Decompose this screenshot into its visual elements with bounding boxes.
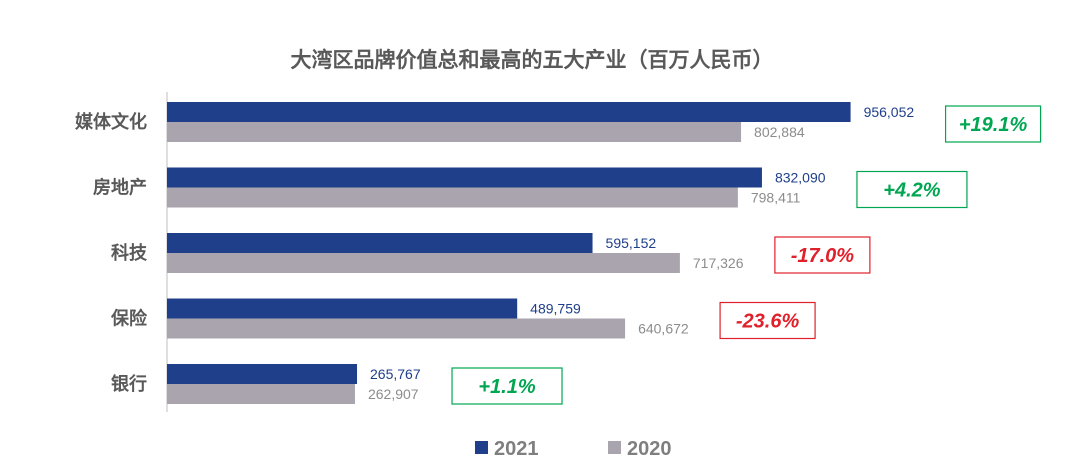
value-label-2021-2: 595,152 bbox=[606, 235, 657, 251]
legend-label-2020: 2020 bbox=[627, 438, 672, 460]
legend-swatch-2020 bbox=[608, 441, 621, 454]
legend-swatch-2021 bbox=[475, 441, 488, 454]
change-label-2: -17.0% bbox=[791, 245, 855, 267]
value-label-2020-3: 640,672 bbox=[638, 321, 689, 337]
change-box-0 bbox=[944, 105, 1042, 143]
category-label-3: 保险 bbox=[110, 308, 148, 330]
bar-2020-4 bbox=[167, 384, 355, 404]
bar-2021-2 bbox=[167, 233, 593, 253]
change-label-1: +4.2% bbox=[883, 180, 940, 202]
bar-2021-0 bbox=[167, 102, 851, 122]
change-box-2 bbox=[774, 236, 871, 274]
value-label-2021-4: 265,767 bbox=[370, 366, 421, 382]
value-label-2021-3: 489,759 bbox=[530, 301, 581, 317]
category-label-4: 银行 bbox=[111, 373, 147, 395]
bar-2021-1 bbox=[167, 167, 762, 188]
category-label-1: 房地产 bbox=[93, 177, 147, 199]
value-label-2020-2: 717,326 bbox=[693, 255, 744, 271]
bar-2020-2 bbox=[167, 253, 680, 273]
value-label-2020-1: 798,411 bbox=[751, 190, 801, 206]
legend-label-2021: 2021 bbox=[494, 438, 539, 460]
value-label-2020-0: 802,884 bbox=[754, 124, 805, 140]
change-box-4 bbox=[451, 367, 563, 405]
bar-2021-3 bbox=[167, 298, 518, 319]
bar-2021-4 bbox=[167, 364, 358, 384]
value-label-2021-0: 956,052 bbox=[864, 104, 915, 120]
legend: 2021 2020 bbox=[475, 438, 672, 460]
value-label-2020-4: 262,907 bbox=[368, 386, 419, 402]
bars-group: 媒体文化 956,052 802,884 +19.1% 房地产 832,090 798,41… bbox=[75, 102, 1042, 405]
change-label-3: -23.6% bbox=[736, 311, 800, 333]
change-label-0: +19.1% bbox=[959, 114, 1028, 136]
bar-2020-0 bbox=[167, 122, 742, 142]
change-box-3 bbox=[719, 301, 816, 340]
chart-title: 大湾区品牌价值总和最高的五大产业（百万人民币） bbox=[291, 48, 774, 72]
change-label-4: +1.1% bbox=[478, 376, 535, 398]
bar-2020-3 bbox=[167, 318, 626, 339]
bar-2020-1 bbox=[167, 187, 738, 208]
category-label-0: 媒体文化 bbox=[75, 111, 147, 133]
value-label-2021-1: 832,090 bbox=[775, 170, 826, 186]
category-label-2: 科技 bbox=[111, 242, 148, 264]
change-box-1 bbox=[856, 170, 968, 209]
